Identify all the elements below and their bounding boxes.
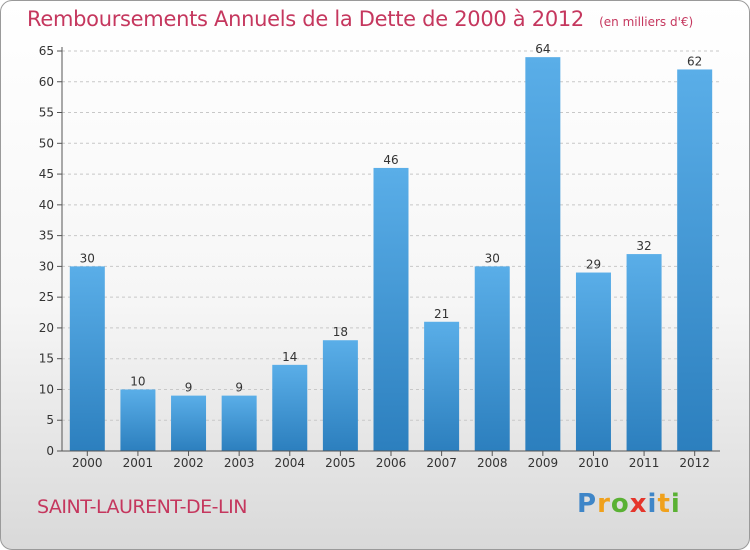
y-tick-label: 45 <box>39 167 54 181</box>
y-tick-label: 40 <box>39 198 54 212</box>
x-tick-label: 2011 <box>629 456 660 470</box>
bar <box>677 69 713 451</box>
bar <box>626 254 662 451</box>
x-tick-label: 2007 <box>426 456 457 470</box>
logo-letter: P <box>577 489 598 519</box>
bar <box>171 395 207 451</box>
bar <box>525 57 561 452</box>
logo-letter: i <box>670 489 681 519</box>
bar <box>120 389 156 451</box>
x-tick-label: 2002 <box>173 456 204 470</box>
data-label: 46 <box>383 153 398 167</box>
x-tick-label: 2010 <box>578 456 609 470</box>
y-tick-label: 60 <box>39 75 54 89</box>
y-tick-label: 15 <box>39 352 54 366</box>
logo-letter: x <box>629 489 648 519</box>
y-tick-label: 35 <box>39 229 54 243</box>
y-tick-label: 50 <box>39 136 54 150</box>
y-tick-label: 55 <box>39 106 54 120</box>
data-label: 30 <box>485 251 500 265</box>
chart-title: Remboursements Annuels de la Dette de 20… <box>27 7 584 31</box>
y-tick-label: 30 <box>39 259 54 273</box>
logo-letter: t <box>657 489 671 519</box>
data-label: 14 <box>282 350 297 364</box>
data-label: 21 <box>434 307 449 321</box>
data-label: 64 <box>535 42 550 56</box>
x-tick-label: 2006 <box>376 456 407 470</box>
proxiti-logo: Proxiti <box>577 489 681 519</box>
y-tick-label: 10 <box>39 382 54 396</box>
x-tick-label: 2000 <box>72 456 103 470</box>
y-tick-label: 25 <box>39 290 54 304</box>
axes: 0 5 10 15 20 25 30 35 40 45 50 55 60 65 2000 2001 2002 20… <box>39 44 720 470</box>
bar <box>221 395 257 451</box>
bar <box>575 272 611 451</box>
x-tick-label: 2009 <box>528 456 559 470</box>
bar <box>272 364 308 451</box>
y-tick-label: 5 <box>46 413 54 427</box>
bar <box>424 321 460 451</box>
bar <box>373 167 409 451</box>
data-label: 30 <box>80 251 95 265</box>
data-label: 29 <box>586 258 601 272</box>
y-tick-label: 20 <box>39 321 54 335</box>
data-label: 18 <box>333 325 348 339</box>
x-tick-label: 2008 <box>477 456 508 470</box>
x-tick-label: 2005 <box>325 456 356 470</box>
data-label: 9 <box>185 381 193 395</box>
data-label: 9 <box>235 381 243 395</box>
data-label: 32 <box>636 239 651 253</box>
x-tick-label: 2012 <box>679 456 710 470</box>
x-tick-label: 2003 <box>224 456 255 470</box>
logo-letter: r <box>597 489 611 519</box>
commune-name: SAINT-LAURENT-DE-LIN <box>37 496 247 518</box>
bar <box>322 340 358 451</box>
title-row: Remboursements Annuels de la Dette de 20… <box>27 7 693 31</box>
logo-letter: o <box>610 489 630 519</box>
data-label: 62 <box>687 54 702 68</box>
y-tick-label: 0 <box>46 444 54 458</box>
data-label: 10 <box>130 374 145 388</box>
bar <box>69 266 105 451</box>
bars: 30 10 9 9 14 18 46 21 30 64 29 32 62 <box>69 42 713 452</box>
logo-letter: i <box>647 489 658 519</box>
bar <box>474 266 510 451</box>
y-tick-label: 65 <box>39 44 54 58</box>
x-tick-label: 2001 <box>123 456 154 470</box>
chart-unit: (en milliers d'€) <box>599 15 694 29</box>
x-tick-label: 2004 <box>274 456 305 470</box>
